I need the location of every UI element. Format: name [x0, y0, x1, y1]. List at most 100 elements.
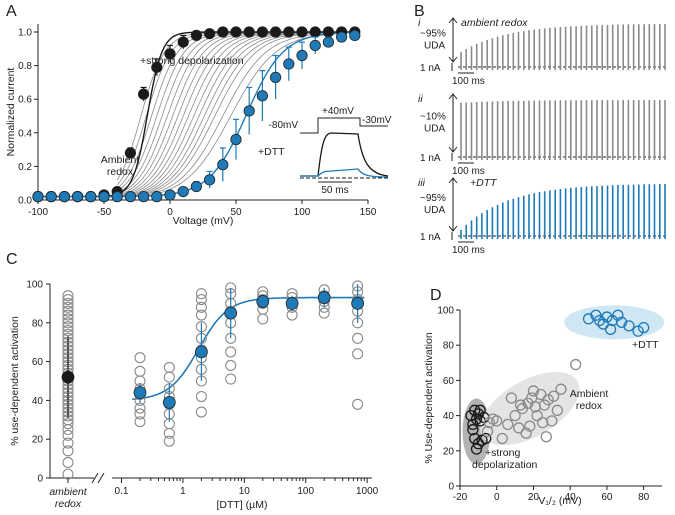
panel-label-d: D: [430, 287, 442, 304]
d-annotation-strong-2: depolarization: [472, 459, 538, 471]
d-annotation-ambient-1: Ambient: [570, 388, 609, 400]
c-y-tick-label: 80: [32, 318, 44, 329]
d-x-axis-label: V₁/₂ (mV): [538, 495, 581, 507]
b-uda-arrowhead-bottom: [448, 56, 458, 63]
a-inset-scale-label: 50 ms: [321, 185, 348, 196]
d-point: [520, 427, 532, 439]
a-point-dtt: [217, 159, 229, 171]
d-point: [535, 388, 547, 401]
a-point-strong: [309, 26, 321, 38]
panel-label-a: A: [6, 3, 17, 20]
d-y-tick-label: 20: [443, 446, 455, 457]
b-uda-arrowhead-top: [448, 177, 458, 184]
c-group-mean: [317, 291, 331, 304]
b-uda-value: ~95%: [420, 193, 446, 204]
a-point-dtt: [72, 191, 84, 203]
c-group-point: [134, 402, 146, 414]
d-point: [593, 314, 606, 327]
a-y-tick-label: 0.0: [18, 196, 32, 207]
c-ambient-point: [62, 290, 74, 302]
d-y-tick-label: 60: [443, 376, 455, 387]
a-x-tick-label: 50: [230, 207, 242, 218]
c-ambient-point: [62, 305, 74, 317]
b-scale-time: 100 ms: [452, 245, 485, 256]
d-point: [527, 385, 540, 397]
d-point: [604, 323, 617, 336]
a-point-dtt: [58, 191, 71, 203]
b-current-trace: [460, 100, 666, 160]
d-point: [570, 358, 582, 371]
c-group-point: [163, 371, 175, 383]
a-y-tick-label: 1.0: [18, 28, 32, 39]
a-point-strong: [151, 61, 163, 73]
a-annotation-dtt: +DTT: [258, 146, 285, 158]
d-y-tick-label: 40: [443, 411, 455, 422]
c-ambient-label-2: redox: [55, 498, 82, 510]
d-annotation-dtt: +DTT: [632, 339, 659, 351]
c-x-tick-label: 1: [180, 486, 186, 497]
c-ambient-point: [62, 456, 74, 469]
d-data-points: [465, 309, 650, 455]
b-uda-arrowhead-top: [448, 17, 458, 24]
c-ambient-point: [62, 317, 74, 329]
c-ambient-point: [62, 321, 74, 333]
a-point-strong: [322, 26, 334, 38]
d-point: [483, 416, 496, 429]
a-annotation-ambient-1: Ambient: [101, 154, 140, 166]
d-point: [491, 415, 503, 427]
c-ambient-mean: [61, 370, 75, 384]
b-row-condition: +DTT: [470, 177, 498, 189]
c-group-point: [225, 373, 237, 385]
b-scale-current: 1 nA: [420, 63, 441, 74]
a-point-strong: [283, 26, 295, 38]
panel-c: 0 20 40 60 80 100 0.1 1 10 100 1000 ambient redox…: [9, 280, 379, 512]
b-row-numeral: iii: [418, 177, 426, 189]
a-y-ticks: 0.0 0.2 0.4 0.6 0.8 1.0: [18, 28, 38, 207]
d-shadow-dtt: [564, 305, 665, 340]
b-uda-unit: UDA: [424, 205, 445, 216]
b-row-condition: ambient redox: [461, 17, 528, 29]
b-scale-time: 100 ms: [452, 76, 485, 87]
c-group-point: [163, 435, 175, 447]
c-group-point: [352, 398, 364, 410]
b-uda-value: ~95%: [420, 29, 446, 40]
c-group-point: [163, 361, 175, 373]
c-ambient-point: [62, 325, 74, 337]
c-group-point: [225, 346, 237, 358]
a-inset-v2: +40mV: [322, 106, 354, 117]
d-point: [612, 309, 624, 321]
c-group-point: [225, 359, 237, 372]
a-point-dtt: [151, 191, 163, 203]
c-axis-break-2: [97, 472, 105, 484]
a-point-dtt: [45, 191, 57, 203]
a-point-strong: [296, 26, 308, 38]
a-y-tick-label: 0.8: [18, 61, 32, 72]
a-data-points: [32, 26, 361, 203]
a-y-tick-label: 0.4: [18, 128, 32, 139]
a-point-strong: [138, 88, 150, 100]
b-scale-current: 1 nA: [420, 232, 441, 243]
c-group-mean: [162, 395, 176, 409]
d-point: [601, 311, 613, 323]
c-group-mean: [195, 345, 208, 359]
d-point: [514, 399, 527, 411]
c-group-point: [195, 390, 207, 403]
a-y-axis-label: Normalized current: [5, 68, 17, 157]
c-ambient-point: [62, 313, 74, 325]
a-inset: -80mV +40mV -30mV 50 ms: [269, 106, 392, 196]
d-point: [509, 409, 521, 422]
b-current-trace: [460, 184, 666, 239]
d-point: [524, 420, 536, 432]
a-point-dtt: [98, 191, 110, 203]
c-group-point: [134, 352, 146, 364]
d-point: [467, 424, 479, 436]
a-point-dtt: [32, 191, 44, 203]
c-group-mean: [351, 296, 365, 310]
c-group-point: [195, 288, 207, 300]
a-x-tick-label: -50: [97, 207, 112, 218]
a-x-tick-label: -100: [28, 207, 48, 218]
d-annotation-ambient-2: redox: [576, 400, 603, 412]
b-row-i: i ambient redox ~95%UDA 1 nA 100 ms: [418, 17, 668, 87]
a-inset-v1: -80mV: [269, 120, 299, 131]
